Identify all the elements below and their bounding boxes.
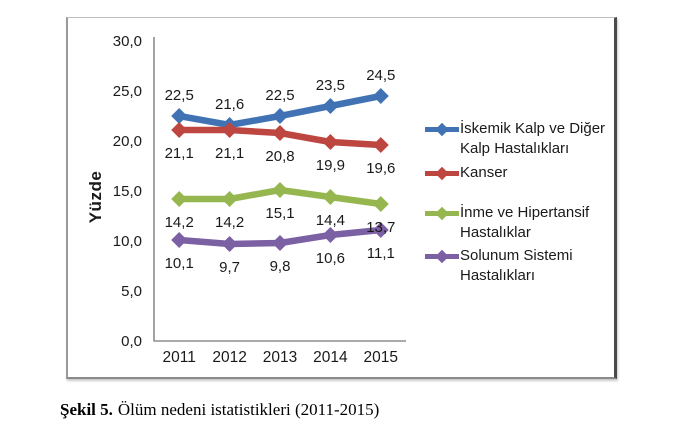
svg-text:9,7: 9,7	[219, 259, 240, 276]
chart-panel: Yüzde 0,0 5,0 10,0 15,0 20,0 25,0 30,0 2011 2012…	[66, 17, 617, 379]
legend-label: İnme ve Hipertansif Hastalıklar	[460, 204, 590, 241]
svg-text:2012: 2012	[212, 349, 246, 366]
svg-text:11,1: 11,1	[367, 245, 395, 262]
legend-item-kanser: Kanser	[424, 163, 612, 183]
svg-text:9,8: 9,8	[270, 258, 291, 275]
svg-text:22,5: 22,5	[265, 87, 294, 104]
svg-text:21,1: 21,1	[215, 145, 244, 162]
svg-text:15,1: 15,1	[265, 205, 294, 222]
caption-label: Şekil 5.	[60, 400, 113, 419]
svg-text:25,0: 25,0	[113, 83, 142, 100]
svg-text:20,8: 20,8	[265, 148, 294, 165]
svg-text:5,0: 5,0	[121, 283, 142, 300]
svg-text:0,0: 0,0	[121, 333, 142, 350]
svg-text:24,5: 24,5	[366, 67, 395, 84]
legend-label: Solunum Sistemi Hastalıkları	[460, 247, 573, 284]
svg-text:30,0: 30,0	[113, 33, 142, 50]
svg-text:14,2: 14,2	[215, 214, 244, 231]
svg-text:21,6: 21,6	[215, 96, 244, 113]
legend-label: İskemik Kalp ve Diğer Kalp Hastalıkları	[460, 120, 606, 157]
svg-text:2011: 2011	[163, 349, 196, 366]
svg-text:22,5: 22,5	[165, 87, 194, 104]
svg-text:2015: 2015	[364, 349, 398, 366]
svg-text:21,1: 21,1	[165, 145, 194, 162]
legend-item-iskemik-kalp: İskemik Kalp ve Diğer Kalp Hastalıkları	[424, 119, 612, 159]
legend-line-diamond-icon	[425, 249, 459, 264]
svg-text:20,0: 20,0	[113, 133, 142, 150]
legend-item-solunum-sistemi: Solunum Sistemi Hastalıkları	[424, 246, 612, 286]
legend: İskemik Kalp ve Diğer Kalp Hastalıkları …	[424, 18, 610, 377]
svg-text:14,4: 14,4	[316, 212, 345, 229]
svg-text:10,0: 10,0	[113, 233, 142, 250]
figure-caption: Şekil 5. Ölüm nedeni istatistikleri (2011…	[60, 400, 379, 420]
legend-line-diamond-icon	[425, 122, 459, 137]
svg-text:2014: 2014	[313, 349, 348, 366]
svg-text:10,6: 10,6	[316, 250, 345, 267]
svg-text:23,5: 23,5	[316, 77, 345, 94]
legend-item-inme-hipertansif: İnme ve Hipertansif Hastalıklar	[424, 203, 612, 243]
svg-text:2013: 2013	[263, 349, 297, 366]
svg-text:10,1: 10,1	[165, 255, 194, 272]
legend-label: Kanser	[460, 164, 508, 181]
legend-line-diamond-icon	[425, 166, 459, 181]
caption-text: Ölüm nedeni istatistikleri (2011-2015)	[117, 400, 380, 419]
svg-text:15,0: 15,0	[113, 183, 142, 200]
svg-text:19,9: 19,9	[316, 157, 345, 174]
svg-text:14,2: 14,2	[165, 214, 194, 231]
svg-text:13,7: 13,7	[366, 219, 395, 236]
plot-area: 0,0 5,0 10,0 15,0 20,0 25,0 30,0 2011 2012 2013 20…	[113, 33, 406, 366]
legend-line-diamond-icon	[425, 206, 459, 221]
svg-text:19,6: 19,6	[366, 160, 395, 177]
